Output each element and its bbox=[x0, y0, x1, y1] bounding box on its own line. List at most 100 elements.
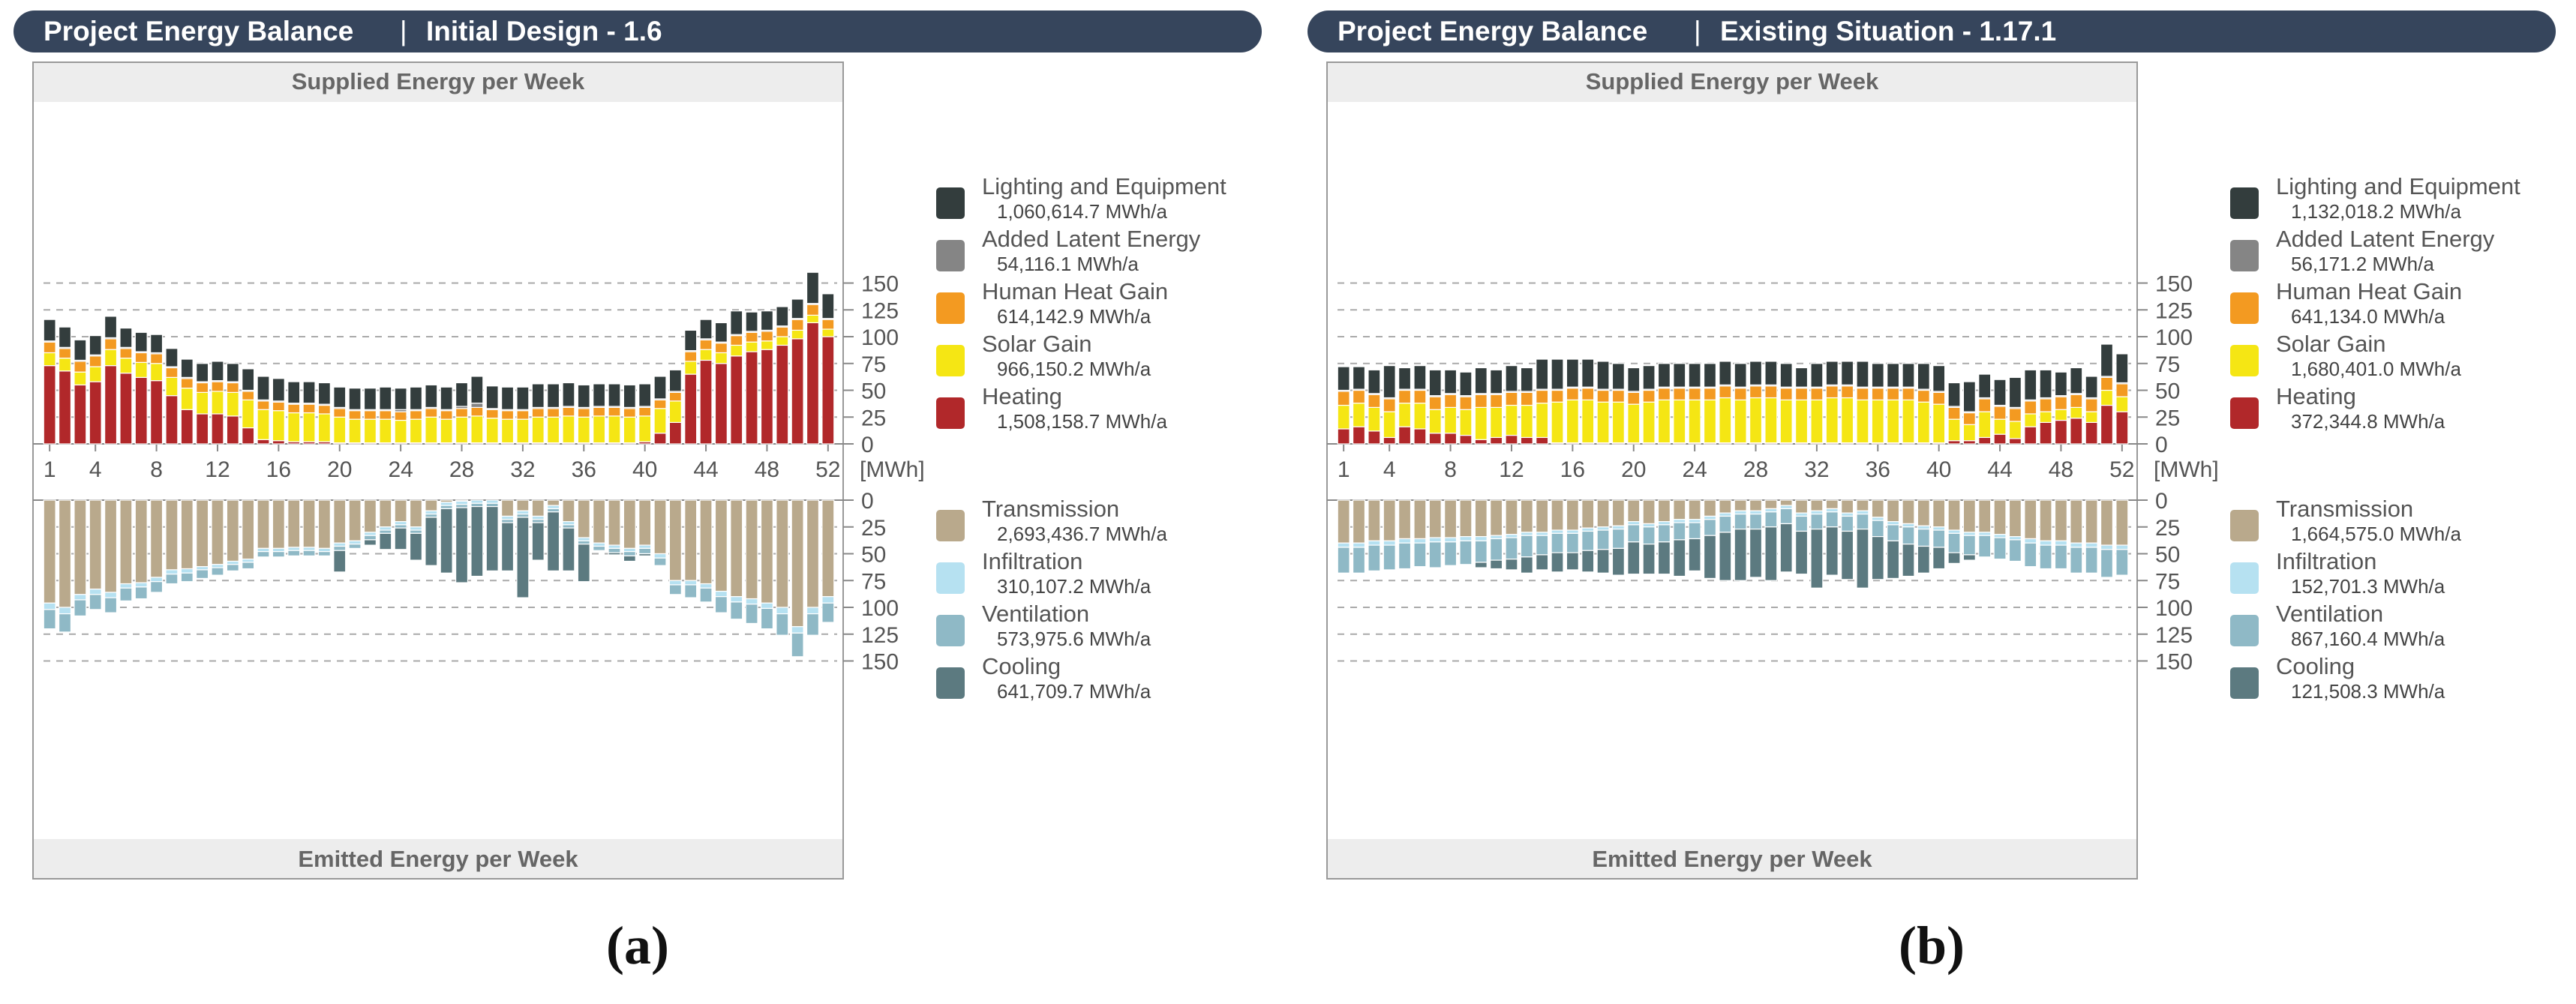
bar-supplied-human-heat-gain bbox=[302, 403, 316, 414]
bar-supplied-lighting-and-equipment bbox=[1657, 363, 1671, 388]
bar-supplied-solar-gain bbox=[623, 416, 636, 444]
bar-supplied-human-heat-gain bbox=[2008, 408, 2022, 422]
bar-emitted-ventilation bbox=[150, 581, 164, 593]
bar-emitted-ventilation bbox=[653, 557, 667, 566]
bar-supplied-lighting-and-equipment bbox=[1810, 363, 1824, 388]
bar-supplied-solar-gain bbox=[409, 418, 423, 444]
bar-supplied-lighting-and-equipment bbox=[1444, 369, 1458, 394]
x-tick-label: 12 bbox=[1499, 457, 1524, 482]
bar-emitted-transmission bbox=[684, 499, 698, 581]
bar-supplied-solar-gain bbox=[58, 358, 72, 372]
bar-supplied-solar-gain bbox=[1887, 399, 1900, 444]
bar-emitted-cooling bbox=[577, 544, 590, 583]
bar-emitted-infiltration bbox=[425, 510, 438, 515]
bar-emitted-transmission bbox=[760, 499, 773, 604]
bar-supplied-heating bbox=[58, 370, 72, 445]
bar-emitted-transmission bbox=[1428, 499, 1442, 538]
bar-supplied-heating bbox=[134, 376, 148, 445]
bar-emitted-infiltration bbox=[699, 583, 713, 589]
bar-emitted-transmission bbox=[1368, 499, 1381, 541]
bar-emitted-infiltration bbox=[242, 559, 255, 563]
bar-supplied-lighting-and-equipment bbox=[211, 361, 224, 382]
bar-supplied-solar-gain bbox=[2070, 406, 2083, 419]
bar-supplied-lighting-and-equipment bbox=[74, 339, 87, 361]
bar-supplied-heating bbox=[1459, 434, 1473, 445]
bar-emitted-transmission bbox=[1764, 499, 1778, 510]
bar-supplied-lighting-and-equipment bbox=[1795, 367, 1809, 388]
bar-emitted-ventilation bbox=[1962, 535, 1976, 556]
bar-emitted-transmission bbox=[272, 499, 285, 549]
bar-emitted-transmission bbox=[1657, 499, 1671, 523]
bar-emitted-infiltration bbox=[1902, 523, 1915, 528]
bar-emitted-ventilation bbox=[287, 550, 301, 556]
bar-emitted-ventilation bbox=[1551, 532, 1564, 553]
bar-supplied-human-heat-gain bbox=[2085, 398, 2098, 412]
bar-supplied-human-heat-gain bbox=[1505, 391, 1518, 406]
bar-supplied-human-heat-gain bbox=[1490, 394, 1503, 408]
bar-supplied-human-heat-gain bbox=[150, 353, 164, 364]
bar-supplied-lighting-and-equipment bbox=[150, 334, 164, 354]
bar-supplied-heating bbox=[2070, 418, 2083, 445]
bar-emitted-ventilation bbox=[2085, 547, 2098, 574]
bar-supplied-solar-gain bbox=[1520, 404, 1533, 439]
legend-swatch bbox=[2230, 240, 2259, 271]
bar-emitted-ventilation bbox=[409, 529, 423, 534]
bar-emitted-ventilation bbox=[348, 544, 362, 549]
bar-supplied-heating bbox=[1978, 436, 1992, 445]
bar-supplied-solar-gain bbox=[1749, 397, 1763, 444]
bar-emitted-ventilation bbox=[1459, 540, 1473, 565]
bar-supplied-lighting-and-equipment bbox=[1428, 369, 1442, 397]
bar-emitted-infiltration bbox=[730, 596, 743, 603]
bar-emitted-transmission bbox=[1520, 499, 1533, 533]
bar-emitted-ventilation bbox=[1871, 520, 1884, 538]
legend-entry-value: 1,508,158.7 MWh/a bbox=[997, 410, 1167, 433]
bar-emitted-ventilation bbox=[1474, 540, 1488, 563]
bar-supplied-lighting-and-equipment bbox=[1505, 365, 1518, 392]
bar-emitted-infiltration bbox=[1993, 534, 2007, 538]
bar-emitted-infiltration bbox=[684, 580, 698, 586]
bar-emitted-cooling bbox=[1673, 539, 1686, 577]
bar-supplied-solar-gain bbox=[2039, 411, 2052, 423]
bar-supplied-heating bbox=[1474, 439, 1488, 445]
bar-emitted-cooling bbox=[1688, 538, 1701, 571]
bar-emitted-ventilation bbox=[257, 551, 270, 558]
bar-emitted-ventilation bbox=[1383, 544, 1396, 571]
bar-supplied-human-heat-gain bbox=[531, 408, 545, 418]
bar-emitted-cooling bbox=[1719, 532, 1732, 581]
bar-supplied-human-heat-gain bbox=[440, 410, 453, 420]
bar-emitted-infiltration bbox=[1368, 540, 1381, 546]
bar-emitted-transmission bbox=[363, 499, 377, 533]
bar-supplied-heating bbox=[2100, 404, 2114, 445]
bar-emitted-cooling bbox=[1856, 529, 1869, 589]
bar-emitted-infiltration bbox=[2008, 536, 2022, 541]
bar-emitted-infiltration bbox=[1962, 532, 1976, 536]
bar-supplied-human-heat-gain bbox=[562, 406, 575, 417]
bar-emitted-cooling bbox=[379, 532, 392, 550]
bar-supplied-human-heat-gain bbox=[425, 408, 438, 418]
bar-supplied-human-heat-gain bbox=[1932, 391, 1946, 405]
x-axis-strip bbox=[1328, 445, 2136, 499]
bar-supplied-solar-gain bbox=[1947, 418, 1961, 442]
bar-emitted-ventilation bbox=[821, 602, 835, 623]
bar-supplied-heating bbox=[699, 359, 713, 445]
bar-emitted-transmission bbox=[119, 499, 133, 585]
bar-supplied-solar-gain bbox=[226, 391, 239, 417]
bar-supplied-human-heat-gain bbox=[1917, 389, 1930, 403]
bar-emitted-ventilation bbox=[1413, 542, 1427, 568]
bar-supplied-human-heat-gain bbox=[1764, 385, 1778, 399]
supplied-band-label: Supplied Energy per Week bbox=[1586, 68, 1879, 94]
bar-emitted-infiltration bbox=[1505, 534, 1518, 538]
bar-supplied-lighting-and-equipment bbox=[608, 383, 621, 407]
bar-supplied-heating bbox=[821, 336, 835, 445]
bar-emitted-ventilation bbox=[2115, 549, 2129, 576]
bar-emitted-ventilation bbox=[760, 607, 773, 630]
bar-emitted-ventilation bbox=[1337, 547, 1350, 574]
bar-supplied-solar-gain bbox=[2100, 389, 2114, 406]
bar-emitted-transmission bbox=[1474, 499, 1488, 538]
bar-emitted-transmission bbox=[623, 499, 636, 549]
bar-emitted-ventilation bbox=[730, 601, 743, 620]
bar-supplied-solar-gain bbox=[1871, 399, 1884, 444]
bar-emitted-transmission bbox=[806, 499, 820, 608]
bar-emitted-transmission bbox=[730, 499, 743, 598]
x-tick-label: 44 bbox=[1987, 457, 2012, 482]
